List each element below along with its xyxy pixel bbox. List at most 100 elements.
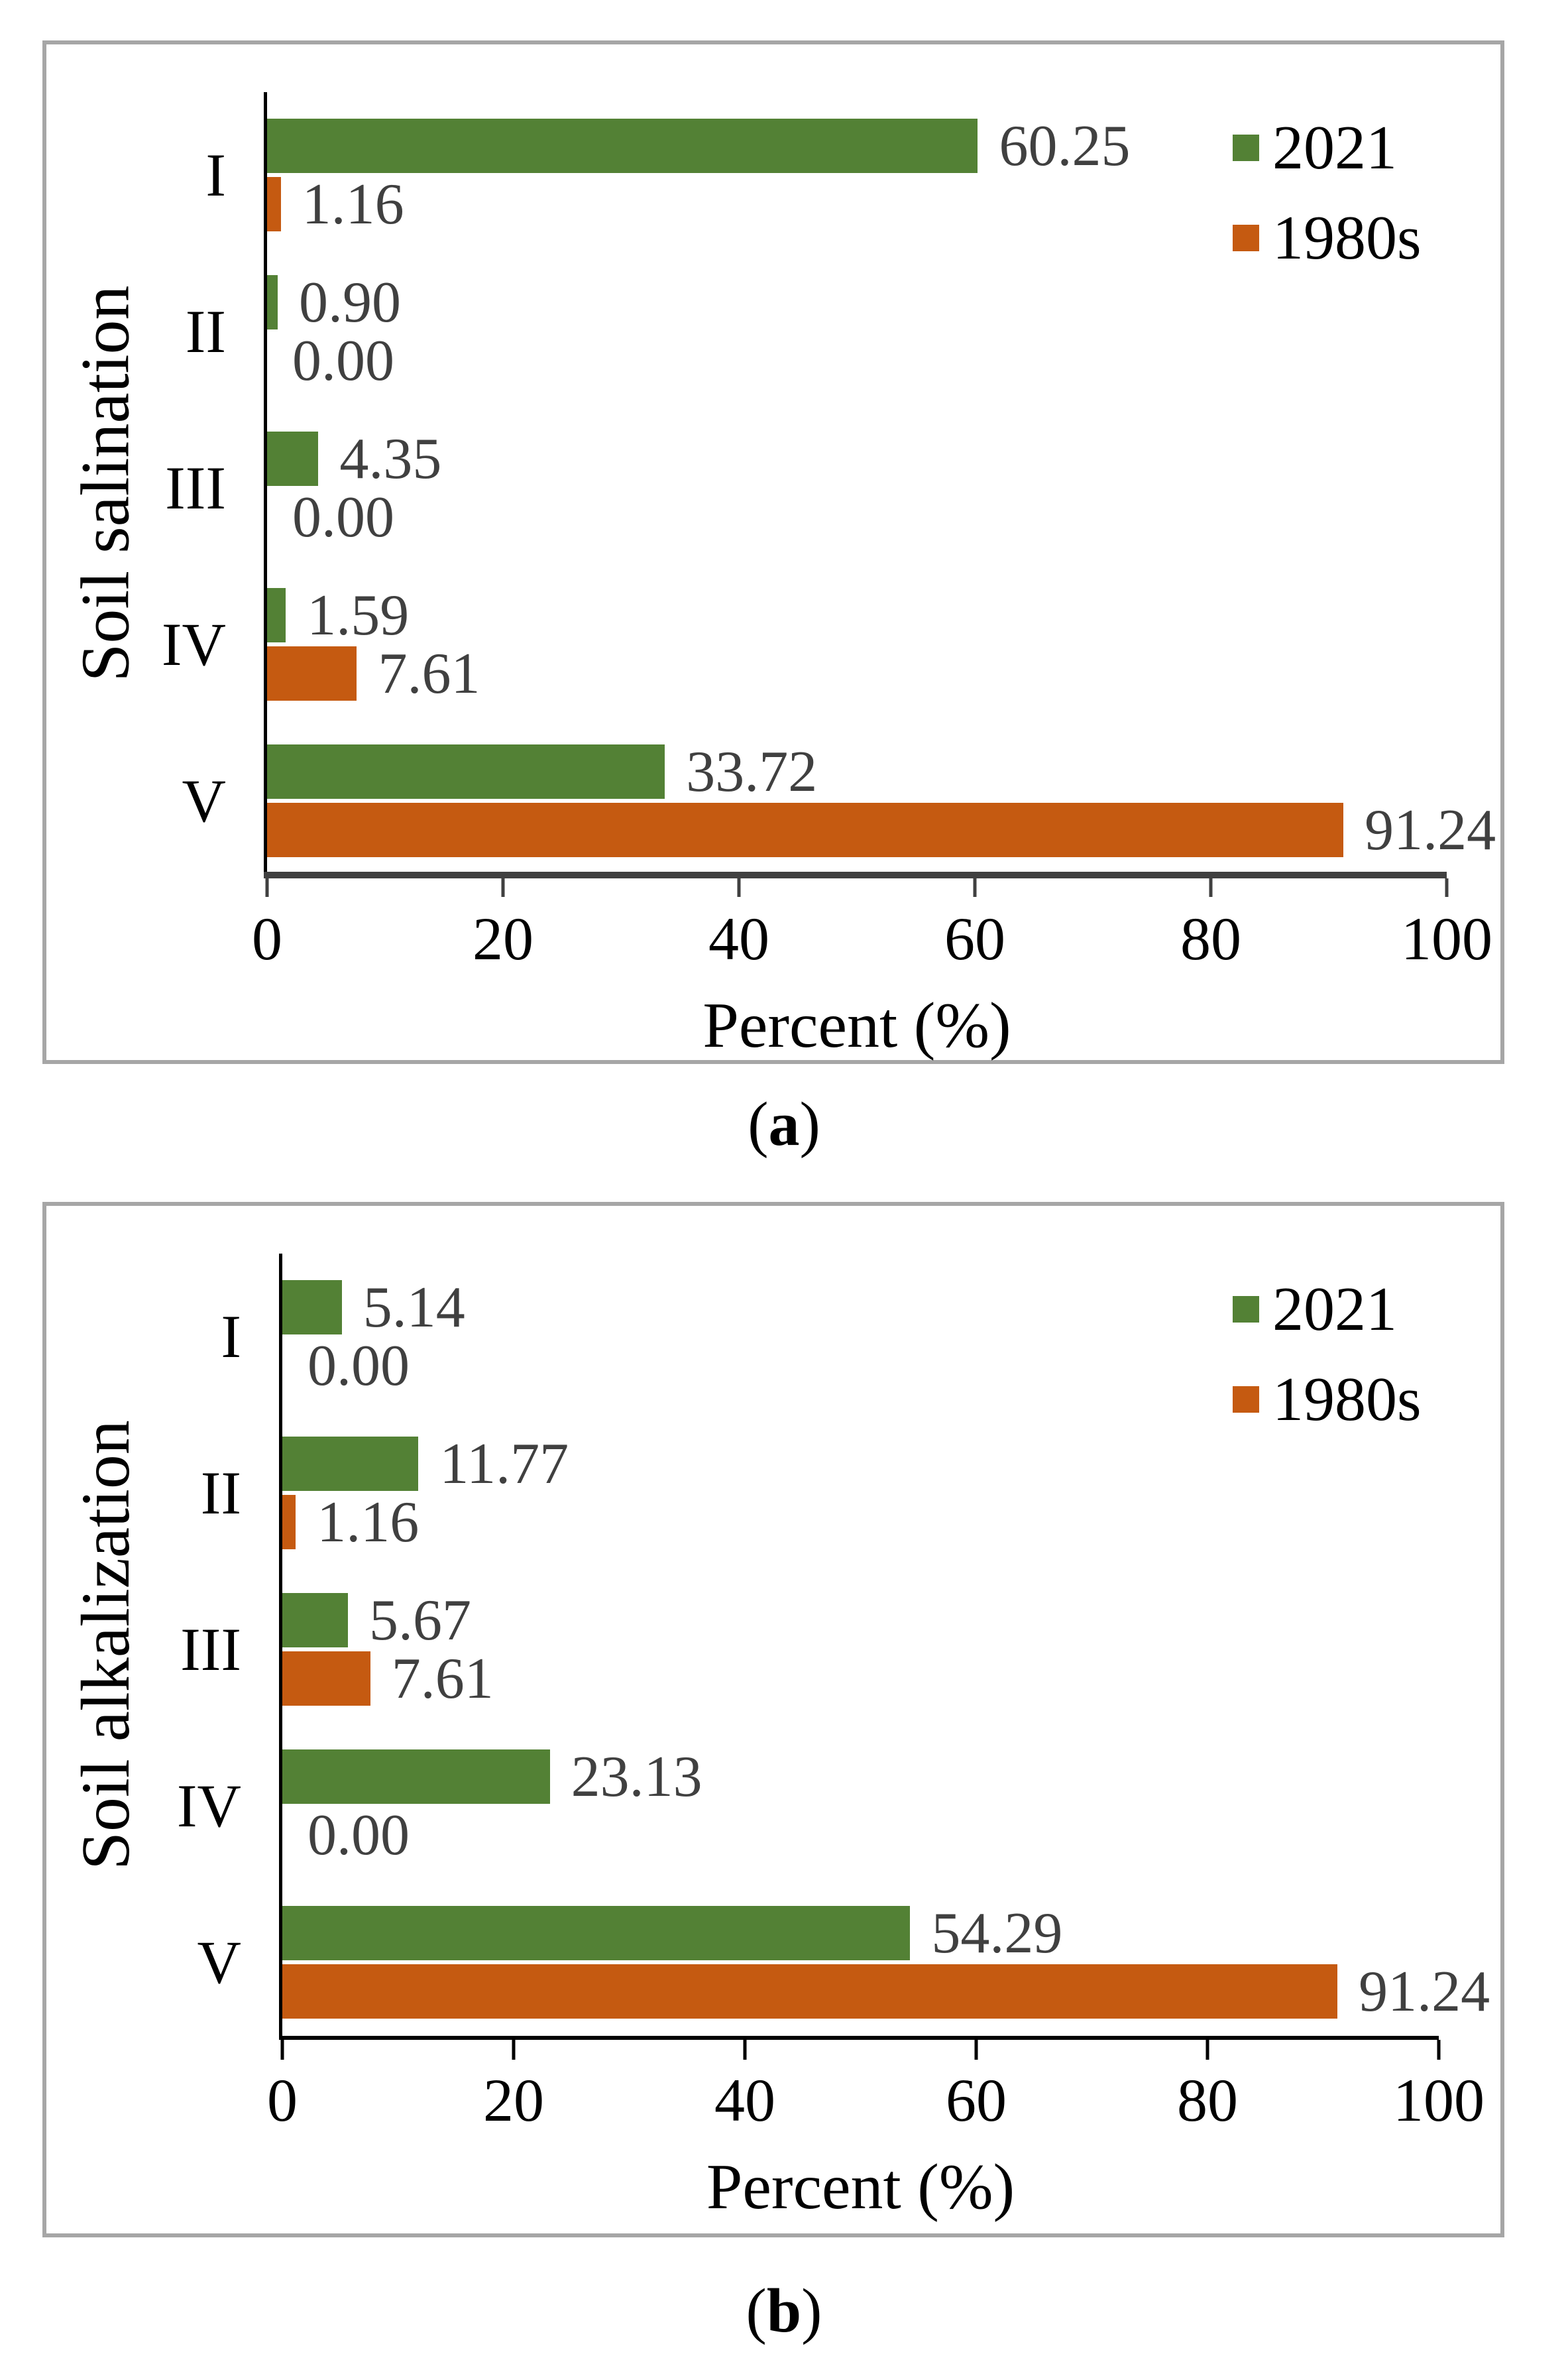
bar-2021-V (282, 1906, 911, 1960)
x-axis-tick (265, 878, 269, 897)
legend-swatch-1980s (1233, 225, 1259, 251)
category-row: V 54.29 91.24 (197, 1879, 1490, 2036)
x-axis-tick-label: 20 (483, 2066, 544, 2134)
category-label: IV (176, 1772, 241, 1840)
x-axis-tick (1445, 878, 1449, 897)
bar-rows: I 60.25 1.16 II 0.90 0.00 III 4.35 0.00 IV 1.59 7.6… (162, 92, 1496, 874)
x-axis-tick-label: 80 (1177, 2066, 1238, 2134)
legend-entry-2021: 2021 (1233, 1277, 1491, 1341)
caption-letter: a (768, 1090, 800, 1159)
x-axis-ticks: 0 20 40 60 80 100 (252, 92, 1492, 973)
category-label: III (180, 1616, 241, 1683)
caption-open-paren: ( (746, 2276, 767, 2345)
y-axis-title-wrap: Soil salination (56, 92, 155, 874)
x-axis-title: Percent (%) (706, 2151, 1015, 2223)
legend-entry-1980s: 1980s (1233, 206, 1491, 270)
category-label: I (221, 1303, 241, 1370)
legend-entry-2021: 2021 (1233, 116, 1491, 180)
x-axis-tick-label: 40 (708, 905, 769, 973)
bar-2021-III (282, 1593, 348, 1647)
plot-area: I 60.25 1.16 II 0.90 0.00 III 4.35 0.00 IV 1.59 7.6… (162, 92, 1496, 1061)
category-label: V (182, 767, 226, 835)
legend: 2021 1980s (1233, 116, 1491, 296)
figure-caption-b: (b) (0, 2275, 1568, 2347)
x-axis-tick-label: 20 (473, 905, 533, 973)
caption-close-paren: ) (799, 1090, 820, 1159)
bar-value-label: 0.00 (308, 1803, 410, 1867)
x-axis-ticks: 0 20 40 60 80 100 (267, 1254, 1484, 2134)
x-axis-tick-label: 60 (946, 2066, 1007, 2134)
bar-2021-III (267, 432, 319, 486)
bar-value-label: 60.25 (999, 114, 1131, 178)
bar-1980s-II (282, 1495, 296, 1549)
y-axis-title: Soil salination (67, 285, 144, 681)
x-axis-tick-label: 40 (714, 2066, 775, 2134)
x-axis-tick (1205, 2040, 1209, 2060)
category-label: I (205, 141, 226, 209)
bar-2021-IV (282, 1749, 550, 1804)
x-axis-tick (743, 2040, 747, 2060)
bar-1980s-III (282, 1651, 370, 1706)
y-axis-title: Soil alkalization (67, 1419, 144, 1870)
bar-value-label: 33.72 (686, 740, 818, 804)
caption-open-paren: ( (748, 1090, 769, 1159)
caption-letter: b (766, 2276, 802, 2345)
bar-value-label: 5.14 (363, 1275, 465, 1340)
category-row: II 11.77 1.16 (201, 1410, 1439, 1566)
x-axis-tick-label: 60 (944, 905, 1005, 973)
bar-value-label: 0.00 (292, 485, 394, 550)
bar-value-label: 1.16 (302, 172, 404, 237)
bar-value-label: 91.24 (1365, 798, 1496, 862)
bar-rows: I 5.14 0.00 II 11.77 1.16 III 5.67 7.61 IV 23.13 0.… (177, 1254, 1490, 2036)
legend: 2021 1980s (1233, 1277, 1491, 1458)
category-row: IV 23.13 0.00 (177, 1723, 1439, 1879)
bar-1980s-V (267, 803, 1344, 857)
category-label: V (197, 1928, 241, 1996)
category-row: V 33.72 91.24 (182, 718, 1496, 874)
legend-swatch-2021 (1233, 135, 1259, 161)
chart-panel-a: Soil salination I 60.25 1.16 II 0.90 0.00 III 4… (42, 40, 1504, 1064)
bar-value-label: 11.77 (439, 1432, 569, 1496)
y-axis-title-wrap: Soil alkalization (56, 1254, 155, 2036)
legend-swatch-2021 (1233, 1296, 1259, 1323)
bar-value-label: 0.00 (308, 1334, 410, 1398)
category-label: IV (161, 611, 226, 678)
plot-area: I 5.14 0.00 II 11.77 1.16 III 5.67 7.61 IV 23.13 0.… (177, 1254, 1490, 2223)
bar-value-label: 54.29 (931, 1901, 1063, 1966)
bar-2021-IV (267, 588, 286, 642)
x-axis-tick-label: 80 (1180, 905, 1241, 973)
bar-2021-II (267, 275, 278, 329)
category-row: II 0.90 0.00 (186, 249, 1447, 405)
bar-1980s-IV (267, 646, 357, 701)
bar-value-label: 91.24 (1359, 1960, 1490, 2024)
bar-2021-II (282, 1437, 419, 1491)
figure-caption-a: (a) (0, 1089, 1568, 1160)
caption-close-paren: ) (801, 2276, 822, 2345)
legend-label: 1980s (1272, 1365, 1422, 1434)
bar-value-label: 7.61 (378, 642, 480, 706)
chart-panel-b: Soil alkalization I 5.14 0.00 II 11.77 1.16 II… (42, 1202, 1504, 2237)
legend-label: 2021 (1272, 1275, 1397, 1344)
x-axis-tick-label: 0 (267, 2066, 298, 2134)
bar-1980s-V (282, 1964, 1338, 2019)
category-row: III 5.67 7.61 (180, 1566, 1439, 1723)
bar-value-label: 5.67 (368, 1588, 471, 1653)
category-row: I 60.25 1.16 (205, 92, 1447, 249)
category-row: IV 1.59 7.61 (162, 561, 1447, 718)
bar-value-label: 23.13 (571, 1745, 702, 1809)
bar-value-label: 1.59 (307, 583, 410, 648)
x-axis-title: Percent (%) (702, 990, 1011, 1061)
x-axis-tick-label: 100 (1401, 905, 1492, 973)
x-axis-tick (280, 2040, 284, 2060)
legend-label: 2021 (1272, 113, 1397, 182)
bar-value-label: 4.35 (339, 427, 442, 491)
bar-2021-I (267, 119, 978, 173)
x-axis-line (264, 872, 1447, 878)
x-axis-tick (974, 2040, 978, 2060)
legend-swatch-1980s (1233, 1386, 1259, 1413)
x-axis-tick (1437, 2040, 1441, 2060)
x-axis-tick (501, 878, 505, 897)
x-axis-tick-label: 0 (252, 905, 282, 973)
category-row: I 5.14 0.00 (221, 1254, 1439, 1410)
x-axis-tick (1209, 878, 1213, 897)
